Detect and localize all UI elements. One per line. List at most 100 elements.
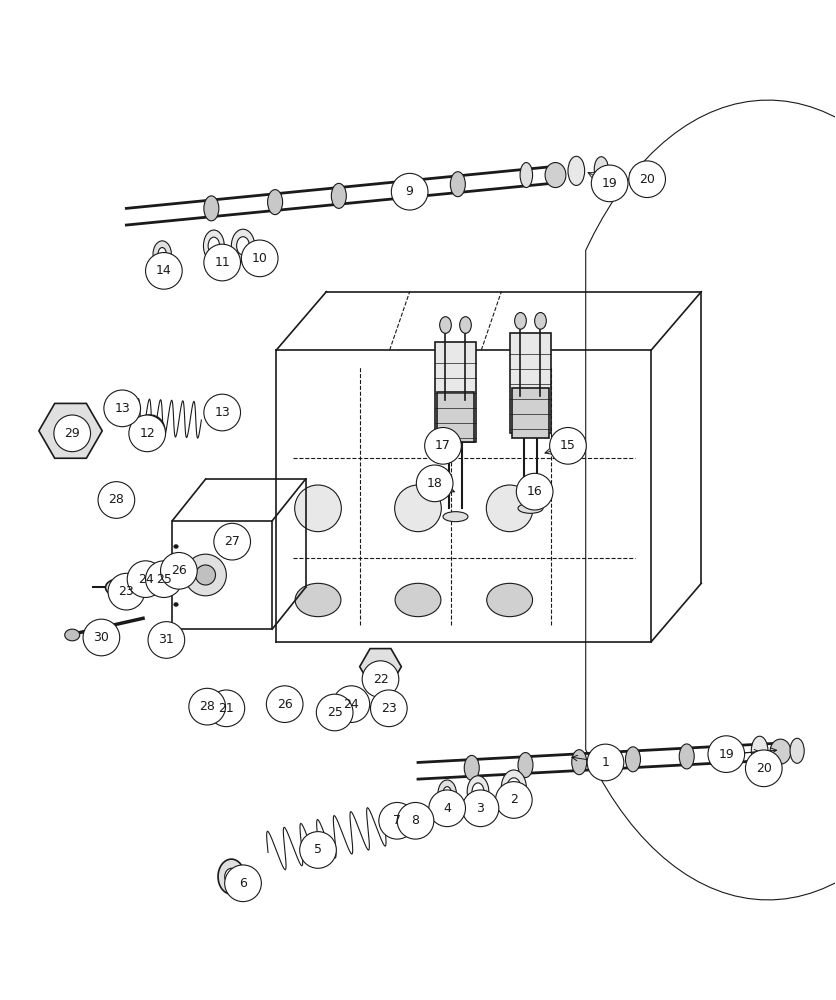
Circle shape — [299, 832, 336, 868]
Text: 13: 13 — [214, 406, 230, 419]
Circle shape — [242, 240, 278, 277]
Ellipse shape — [153, 241, 171, 268]
Circle shape — [629, 161, 665, 198]
Text: 20: 20 — [756, 762, 772, 775]
Text: 26: 26 — [277, 698, 293, 711]
Ellipse shape — [535, 313, 546, 329]
Ellipse shape — [208, 237, 220, 255]
Circle shape — [127, 561, 164, 597]
Ellipse shape — [545, 163, 566, 188]
Ellipse shape — [226, 531, 241, 544]
Text: 7: 7 — [393, 814, 401, 827]
Text: 10: 10 — [252, 252, 268, 265]
Ellipse shape — [158, 248, 166, 261]
Text: 19: 19 — [602, 177, 618, 190]
Text: 12: 12 — [140, 427, 155, 440]
Ellipse shape — [515, 313, 527, 329]
Ellipse shape — [395, 583, 441, 617]
Ellipse shape — [518, 753, 533, 778]
Text: 20: 20 — [640, 173, 655, 186]
Ellipse shape — [176, 562, 189, 580]
Ellipse shape — [467, 776, 489, 807]
Text: 11: 11 — [214, 256, 230, 269]
Ellipse shape — [451, 172, 466, 197]
Circle shape — [83, 619, 120, 656]
Text: 18: 18 — [426, 477, 442, 490]
Ellipse shape — [237, 237, 249, 255]
Ellipse shape — [221, 527, 246, 548]
Circle shape — [135, 415, 165, 445]
Ellipse shape — [625, 747, 640, 772]
Text: 28: 28 — [109, 493, 125, 506]
Text: 19: 19 — [718, 748, 734, 761]
Text: 24: 24 — [344, 698, 359, 711]
Ellipse shape — [438, 780, 456, 807]
Ellipse shape — [520, 163, 533, 188]
Text: 14: 14 — [156, 264, 171, 277]
Text: 28: 28 — [199, 700, 215, 713]
Circle shape — [208, 690, 245, 727]
Circle shape — [204, 394, 241, 431]
Text: 17: 17 — [435, 439, 451, 452]
Circle shape — [54, 415, 90, 452]
Ellipse shape — [502, 770, 527, 805]
Text: 25: 25 — [156, 573, 172, 586]
Bar — [435, 342, 477, 442]
Text: 23: 23 — [381, 702, 397, 715]
Text: 9: 9 — [405, 185, 414, 198]
Circle shape — [204, 244, 241, 281]
Ellipse shape — [105, 579, 130, 596]
Ellipse shape — [395, 177, 410, 202]
Ellipse shape — [487, 583, 533, 617]
Text: 21: 21 — [218, 702, 234, 715]
Ellipse shape — [144, 572, 150, 582]
Text: 22: 22 — [373, 673, 389, 686]
Ellipse shape — [790, 738, 804, 763]
Ellipse shape — [225, 868, 238, 885]
Circle shape — [225, 865, 262, 902]
Ellipse shape — [295, 583, 341, 617]
Circle shape — [370, 690, 407, 727]
Text: 15: 15 — [560, 439, 576, 452]
Circle shape — [425, 428, 461, 464]
Circle shape — [333, 686, 370, 722]
Ellipse shape — [568, 156, 584, 185]
Ellipse shape — [440, 317, 451, 333]
Circle shape — [267, 686, 303, 722]
Circle shape — [145, 253, 182, 289]
Circle shape — [214, 523, 251, 560]
Ellipse shape — [518, 503, 543, 513]
Circle shape — [746, 750, 782, 787]
Circle shape — [591, 165, 628, 202]
Ellipse shape — [572, 750, 587, 775]
Bar — [512, 388, 548, 438]
Text: 27: 27 — [224, 535, 240, 548]
Ellipse shape — [161, 566, 176, 587]
Text: 26: 26 — [171, 564, 186, 577]
Circle shape — [98, 482, 135, 518]
Bar — [437, 392, 474, 442]
Bar — [510, 333, 551, 433]
Ellipse shape — [204, 196, 219, 221]
Circle shape — [462, 790, 499, 827]
Ellipse shape — [64, 629, 79, 641]
Ellipse shape — [165, 572, 171, 582]
Ellipse shape — [331, 183, 346, 208]
Text: 5: 5 — [314, 843, 322, 856]
Circle shape — [429, 790, 466, 827]
Text: 23: 23 — [119, 585, 135, 598]
Circle shape — [496, 782, 533, 818]
Circle shape — [148, 622, 185, 658]
Ellipse shape — [507, 778, 521, 797]
Ellipse shape — [268, 190, 283, 215]
Circle shape — [189, 688, 226, 725]
Circle shape — [362, 661, 399, 697]
Circle shape — [185, 554, 227, 596]
Circle shape — [109, 391, 135, 418]
Circle shape — [104, 390, 140, 427]
Circle shape — [416, 465, 453, 502]
Ellipse shape — [408, 807, 423, 829]
Circle shape — [487, 485, 533, 532]
Circle shape — [316, 694, 353, 731]
Ellipse shape — [752, 736, 768, 765]
